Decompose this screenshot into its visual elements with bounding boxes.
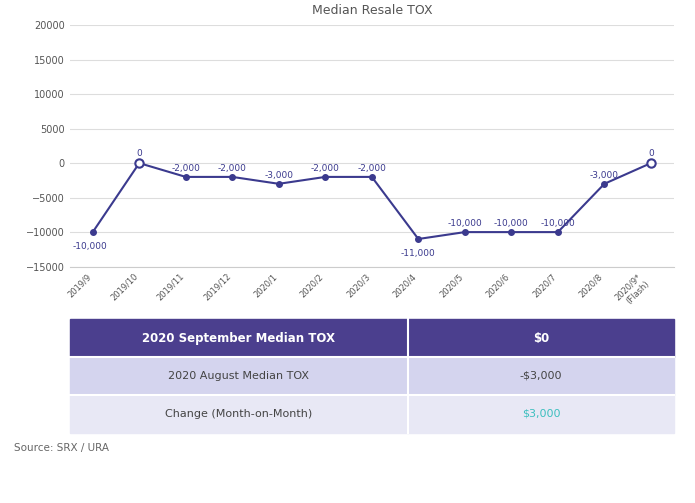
Text: 2020/2: 2020/2 — [298, 272, 325, 299]
Text: 2020/8: 2020/8 — [578, 272, 605, 299]
Text: Source: SRX / URA: Source: SRX / URA — [14, 443, 109, 453]
Text: 2020/6: 2020/6 — [484, 272, 512, 299]
Text: -2,000: -2,000 — [218, 164, 247, 173]
Text: 0: 0 — [136, 149, 142, 158]
Text: 2020/4: 2020/4 — [391, 272, 418, 299]
Text: 2020/3: 2020/3 — [345, 272, 372, 299]
Text: -2,000: -2,000 — [357, 164, 386, 173]
Text: 2020/7: 2020/7 — [531, 272, 558, 299]
Text: -10,000: -10,000 — [541, 219, 575, 228]
Text: $0: $0 — [533, 332, 549, 345]
Text: Change (Month-on-Month): Change (Month-on-Month) — [165, 409, 313, 418]
Text: -2,000: -2,000 — [172, 164, 200, 173]
Text: -2,000: -2,000 — [311, 164, 340, 173]
Text: 2020/1: 2020/1 — [252, 272, 279, 299]
Text: $3,000: $3,000 — [522, 409, 560, 418]
Text: -10,000: -10,000 — [448, 219, 482, 228]
Text: Median Resale TOX: Median Resale TOX — [311, 4, 432, 17]
Text: 2019/12: 2019/12 — [202, 272, 232, 302]
Text: 2020 September Median TOX: 2020 September Median TOX — [142, 332, 335, 345]
Text: 2020 August Median TOX: 2020 August Median TOX — [168, 371, 309, 381]
Text: -11,000: -11,000 — [401, 249, 436, 259]
Text: 2019/10: 2019/10 — [108, 272, 139, 302]
Text: -3,000: -3,000 — [590, 171, 619, 180]
Text: -$3,000: -$3,000 — [520, 371, 562, 381]
Text: 2019/9: 2019/9 — [66, 272, 92, 299]
Text: 2019/11: 2019/11 — [155, 272, 186, 302]
Text: -3,000: -3,000 — [264, 171, 293, 180]
Text: -10,000: -10,000 — [73, 242, 108, 251]
Text: 0: 0 — [648, 149, 654, 158]
Text: 2020/9*
(Flash): 2020/9* (Flash) — [614, 272, 651, 309]
Text: 2020/5: 2020/5 — [438, 272, 465, 299]
Text: -10,000: -10,000 — [494, 219, 529, 228]
